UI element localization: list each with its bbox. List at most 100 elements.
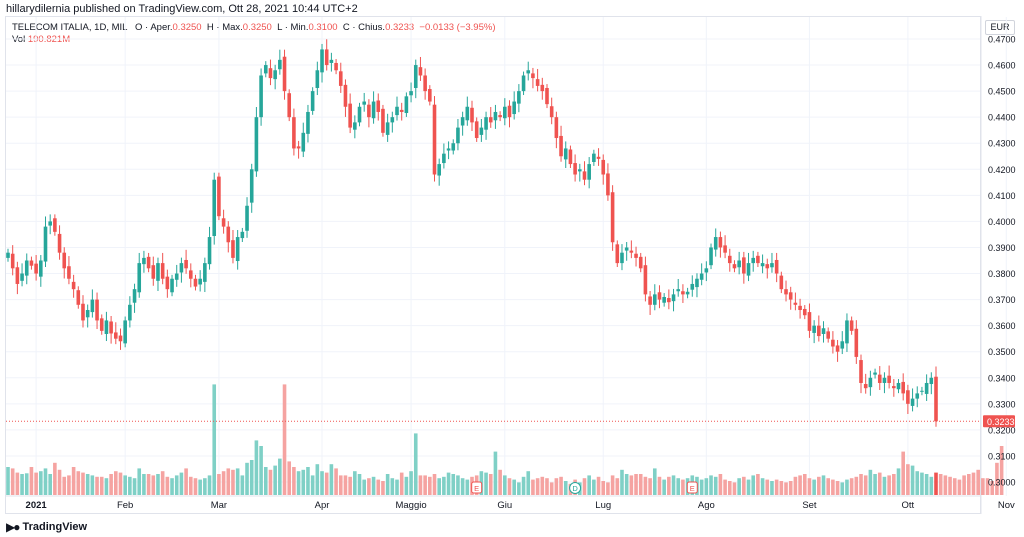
price-tick-label: 0.3100 <box>988 451 1016 461</box>
candle-body <box>146 256 151 269</box>
candle-body <box>526 70 531 74</box>
candle-body <box>287 93 292 118</box>
candle-body <box>362 101 367 105</box>
volume-bar <box>563 481 568 495</box>
volume-bar <box>118 472 123 495</box>
volume-bar <box>873 474 877 495</box>
volume-bar <box>971 472 976 495</box>
earnings-marker-icon[interactable] <box>471 481 483 494</box>
candle-body <box>198 278 202 285</box>
candle-body <box>545 87 549 105</box>
volume-bar <box>718 474 723 495</box>
candle-body <box>493 111 498 121</box>
candle-body <box>770 263 774 268</box>
volume-bar <box>948 476 952 495</box>
candle-body <box>221 218 226 227</box>
candle-body <box>132 289 137 303</box>
volume-bar <box>793 476 798 495</box>
candle-body <box>812 325 816 333</box>
candle-body <box>807 312 812 331</box>
volume-bar <box>596 476 601 495</box>
candle-body <box>868 377 873 388</box>
candle-body <box>873 372 877 375</box>
candle-body <box>240 231 245 239</box>
candle-body <box>432 104 437 175</box>
volume-bar <box>526 471 531 495</box>
candle-body <box>742 257 746 274</box>
candle-body <box>15 267 20 284</box>
candle-body <box>465 106 470 121</box>
volume-bar <box>263 467 268 495</box>
candle-body <box>170 278 174 293</box>
volume-bar <box>624 474 629 495</box>
candle-body <box>638 256 643 269</box>
candle-body <box>774 259 779 274</box>
volume-bar <box>896 468 901 495</box>
candle-body <box>540 84 545 92</box>
candle-body <box>456 127 460 144</box>
volume-bar <box>128 476 132 495</box>
volume-bar <box>353 471 357 495</box>
candle-body <box>231 240 235 258</box>
candle-body <box>892 386 896 389</box>
candle-body <box>348 103 352 128</box>
dividend-marker-icon[interactable] <box>569 482 582 494</box>
candle-body <box>34 263 38 274</box>
candle-body <box>831 339 835 347</box>
volume-bar <box>301 469 306 495</box>
volume-bar <box>863 475 868 495</box>
volume-bar <box>760 478 765 495</box>
candle-body <box>160 263 165 279</box>
candle-body <box>554 117 559 139</box>
candle-body <box>385 122 390 135</box>
volume-bar <box>338 475 343 495</box>
volume-bar <box>929 476 934 495</box>
volume-bar <box>854 476 859 495</box>
currency-unit-button[interactable]: EUR <box>985 20 1015 35</box>
volume-bar <box>170 478 174 495</box>
candle-body <box>334 62 338 71</box>
candle-body <box>887 375 891 383</box>
candle-body <box>802 308 807 316</box>
volume-bar <box>540 476 545 495</box>
volume-bar <box>24 473 29 495</box>
candle-body <box>531 73 535 79</box>
candle-body <box>676 289 681 292</box>
volume-bar <box>278 458 282 495</box>
volume-bar <box>404 476 409 495</box>
time-tick-label: Feb <box>117 500 133 511</box>
candle-body <box>709 247 713 266</box>
volume-bar <box>465 479 470 495</box>
volume-bar <box>34 472 38 495</box>
candle-body <box>292 117 296 149</box>
volume-bar <box>198 479 202 495</box>
candle-body <box>53 218 57 232</box>
candle-body <box>662 296 666 303</box>
candle-body <box>906 390 910 404</box>
volume-bar <box>160 471 165 495</box>
volume-bar <box>48 474 52 495</box>
volume-bar <box>132 478 137 495</box>
volume-bar <box>606 482 610 495</box>
candle-body <box>479 127 484 135</box>
volume-bar <box>43 468 48 495</box>
candle-body <box>667 298 671 303</box>
earnings-marker-icon[interactable] <box>686 481 698 494</box>
candle-body <box>713 237 718 250</box>
volume-bar <box>770 481 774 495</box>
volume-bar <box>273 465 277 495</box>
candle-body <box>634 253 638 258</box>
volume-bar <box>85 474 90 495</box>
volume-bar <box>20 474 24 495</box>
volume-bar <box>732 482 737 495</box>
volume-bar <box>835 481 840 495</box>
volume-bar <box>681 479 685 495</box>
volume-bar <box>367 478 371 495</box>
volume-bar <box>10 468 15 495</box>
candle-body <box>95 299 99 321</box>
candle-body <box>451 143 456 151</box>
candle-body <box>43 226 48 262</box>
candle-body <box>559 135 563 157</box>
candle-body <box>226 226 231 243</box>
